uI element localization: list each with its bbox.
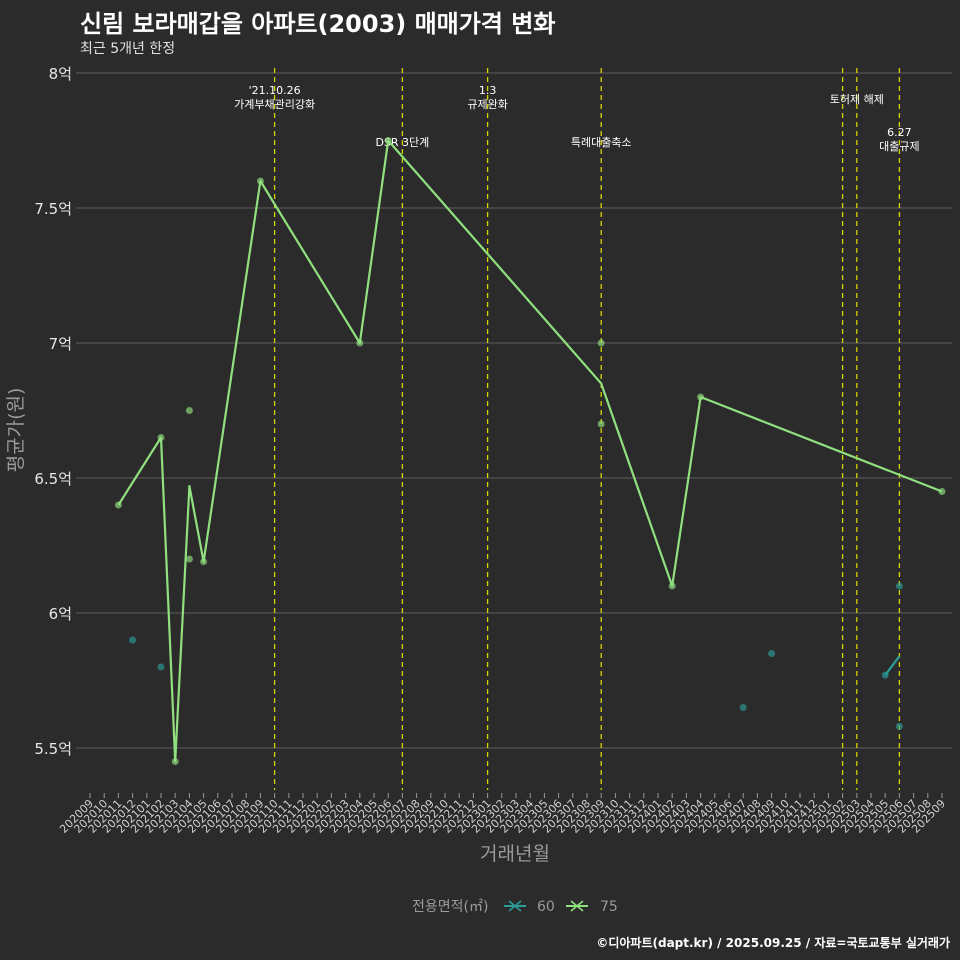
event-label-3-0: 특례대출축소: [571, 136, 632, 149]
chart-subtitle: 최근 5개년 한정: [80, 41, 176, 57]
data-point-60-6: [895, 722, 903, 730]
data-point-75-12: [697, 393, 705, 401]
legend-label-75: 75: [600, 899, 618, 915]
legend-title: 전용면적(㎡): [412, 899, 488, 915]
y-tick-label-2: 6.5억: [34, 470, 72, 488]
legend-cross-75-b: [570, 900, 584, 912]
series-60: [129, 582, 903, 730]
legend-key-75: [566, 900, 588, 912]
data-point-60-1: [157, 663, 165, 671]
data-point-75-1: [157, 434, 165, 441]
legend-key-60: [504, 900, 526, 912]
legend: 전용면적(㎡) 60 75: [412, 899, 618, 915]
series-line-60: [884, 655, 901, 676]
y-axis-title: 평균가(원): [5, 388, 27, 473]
data-point-60-2: [739, 704, 747, 711]
event-label-6-1: 대출규제: [879, 140, 919, 153]
event-label-1-0: DSR 3단계: [375, 136, 429, 149]
data-point-75-10: [597, 420, 605, 428]
event-label-5-0: 토허제 해제: [830, 92, 884, 106]
data-point-75-13: [938, 488, 946, 495]
chart-title: 신림 보라매갑을 아파트(2003) 매매가격 변화: [80, 10, 556, 38]
data-point-75-11: [668, 582, 676, 590]
x-tick-labels: 2020092020102020112020122021012021022021…: [57, 797, 948, 836]
event-label-2-0: 1.3: [479, 84, 497, 97]
data-point-60-0: [129, 636, 137, 644]
y-gridlines: [76, 72, 952, 749]
y-tick-labels: 5.5억 6억 6.5억 7억 7.5억 8억: [34, 65, 72, 758]
source-caption: ©디아파트(dapt.kr) / 2025.09.25 / 자료=국토교통부 실…: [596, 936, 950, 950]
y-tick-label-4: 7.5억: [34, 200, 72, 218]
y-tick-label-5: 8억: [49, 65, 72, 83]
data-point-75-7: [356, 339, 364, 347]
series-75: [114, 137, 946, 765]
series-line-75: [117, 139, 943, 763]
event-label-6-0: 6.27: [887, 126, 912, 139]
data-point-75-2: [171, 758, 179, 765]
legend-cross-60-b: [508, 900, 522, 912]
series-layer: [114, 137, 946, 765]
event-label-0-1: 가계부채관리강화: [234, 98, 315, 111]
data-point-60-4: [881, 671, 889, 679]
data-point-75-3: [185, 407, 193, 414]
event-label-2-1: 규제완화: [467, 98, 507, 111]
y-tick-label-0: 5.5억: [34, 740, 72, 758]
event-label-0-0: '21.10.26: [249, 84, 301, 97]
legend-label-60: 60: [537, 899, 555, 915]
x-axis-ticks: [89, 793, 943, 798]
data-point-60-3: [768, 650, 776, 657]
x-axis-title: 거래년월: [480, 843, 550, 865]
data-point-60-5: [895, 582, 903, 590]
data-point-75-4: [185, 555, 193, 563]
data-point-75-0: [114, 501, 122, 509]
y-tick-label-3: 7억: [49, 335, 72, 353]
data-point-75-6: [256, 177, 264, 185]
data-point-75-9: [597, 339, 605, 347]
data-point-75-5: [200, 558, 208, 566]
y-tick-label-1: 6억: [49, 605, 72, 623]
data-point-75-8: [384, 137, 392, 144]
